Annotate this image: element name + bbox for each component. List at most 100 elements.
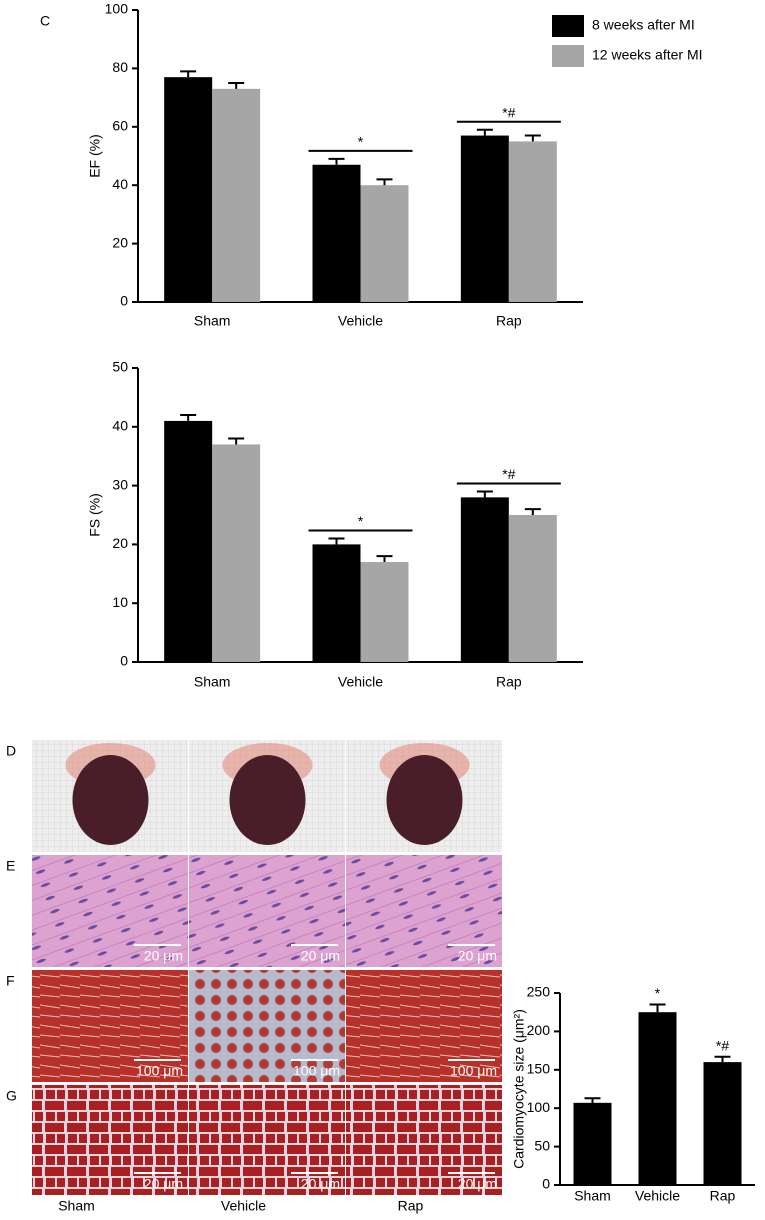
- panel-letter: G: [6, 1088, 17, 1104]
- scale-label: 20 μm: [144, 948, 183, 964]
- error-bar: [228, 82, 245, 89]
- panel-letter: D: [6, 743, 16, 759]
- error-bar: [524, 134, 541, 142]
- column-label: Vehicle: [221, 1198, 266, 1214]
- y-tick-label: 0: [120, 653, 128, 669]
- error-bar: [228, 437, 245, 445]
- error-bar: [476, 128, 493, 136]
- scale-label: 100 μm: [293, 1063, 340, 1079]
- scale-label: 20 μm: [458, 948, 497, 964]
- error-bar: [328, 157, 345, 165]
- micrograph: [32, 970, 188, 1082]
- x-tick-label: Rap: [710, 1188, 736, 1204]
- heart: [229, 755, 306, 845]
- y-axis-label: EF (%): [87, 134, 103, 178]
- significance-label: *: [358, 513, 364, 529]
- heart: [72, 755, 149, 845]
- y-tick-label: 50: [534, 1137, 550, 1153]
- error-bar: [476, 490, 493, 498]
- x-tick-label: Sham: [194, 674, 231, 690]
- error-bar: [584, 1097, 601, 1103]
- heart: [386, 755, 463, 845]
- error-bar: [714, 1055, 731, 1063]
- y-tick-label: 0: [120, 293, 128, 309]
- scale-label: 20 μm: [458, 1176, 497, 1192]
- bar: [312, 164, 361, 302]
- micrograph: [346, 855, 502, 967]
- scale-label: 100 μm: [450, 1063, 497, 1079]
- y-tick-label: 0: [542, 1176, 550, 1192]
- x-tick-label: Vehicle: [635, 1188, 680, 1204]
- micrograph: [32, 1085, 188, 1195]
- significance-label: *#: [502, 104, 515, 120]
- bar: [212, 444, 261, 662]
- micrograph: [189, 970, 345, 1082]
- x-tick-label: Rap: [496, 674, 522, 690]
- scale-label: 20 μm: [301, 948, 340, 964]
- y-tick-label: 200: [527, 1022, 551, 1038]
- bar: [164, 420, 213, 662]
- legend-label: 8 weeks after MI: [592, 17, 695, 33]
- x-tick-label: Rap: [496, 313, 522, 329]
- significance-label: *#: [716, 1037, 729, 1053]
- bar: [703, 1062, 742, 1185]
- legend-swatch: [552, 45, 584, 67]
- y-tick-label: 100: [527, 1099, 551, 1115]
- bar: [508, 141, 557, 302]
- x-tick-label: Sham: [574, 1188, 611, 1204]
- significance-label: *#: [502, 466, 515, 482]
- y-axis-label: FS (%): [87, 493, 103, 537]
- error-bar: [376, 178, 393, 186]
- y-tick-label: 20: [112, 234, 128, 250]
- x-tick-label: Vehicle: [338, 313, 383, 329]
- scale-label: 100 μm: [136, 1063, 183, 1079]
- error-bar: [180, 414, 197, 421]
- y-tick-label: 150: [527, 1061, 551, 1077]
- panel-letter: E: [6, 858, 15, 874]
- error-bar: [524, 508, 541, 515]
- bar: [360, 562, 409, 662]
- y-axis-label: Cardiomyocyte size (μm²): [511, 1009, 527, 1169]
- y-tick-label: 40: [112, 176, 128, 192]
- y-tick-label: 80: [112, 59, 128, 75]
- micrograph: [346, 1085, 502, 1195]
- y-tick-label: 10: [112, 594, 128, 610]
- bar: [212, 88, 261, 302]
- micrograph: [189, 1085, 345, 1195]
- bar: [460, 497, 509, 662]
- bar: [460, 135, 509, 302]
- micrograph: [32, 855, 188, 967]
- bar: [638, 1012, 677, 1185]
- column-label: Rap: [398, 1198, 424, 1214]
- error-bar: [180, 70, 197, 78]
- y-tick-label: 30: [112, 476, 128, 492]
- micrograph: [189, 855, 345, 967]
- panel-letter: F: [6, 973, 15, 989]
- legend-label: 12 weeks after MI: [592, 47, 703, 63]
- y-tick-label: 20: [112, 535, 128, 551]
- x-tick-label: Vehicle: [338, 674, 383, 690]
- scale-label: 20 μm: [144, 1176, 183, 1192]
- bar: [573, 1102, 612, 1185]
- error-bar: [328, 537, 345, 545]
- panel-letter: C: [40, 13, 50, 29]
- x-tick-label: Sham: [194, 313, 231, 329]
- error-bar: [376, 555, 393, 563]
- bar: [360, 185, 409, 302]
- y-tick-label: 100: [105, 1, 129, 17]
- error-bar: [649, 1003, 666, 1013]
- bar: [164, 77, 213, 302]
- scale-label: 20 μm: [301, 1176, 340, 1192]
- bar: [508, 515, 557, 662]
- bar: [312, 544, 361, 662]
- y-tick-label: 50: [112, 359, 128, 375]
- y-tick-label: 250: [527, 984, 551, 1000]
- significance-label: *: [655, 985, 661, 1001]
- column-label: Sham: [58, 1198, 95, 1214]
- significance-label: *: [358, 134, 364, 150]
- y-tick-label: 60: [112, 118, 128, 134]
- legend-swatch: [552, 15, 584, 37]
- micrograph: [346, 970, 502, 1082]
- y-tick-label: 40: [112, 418, 128, 434]
